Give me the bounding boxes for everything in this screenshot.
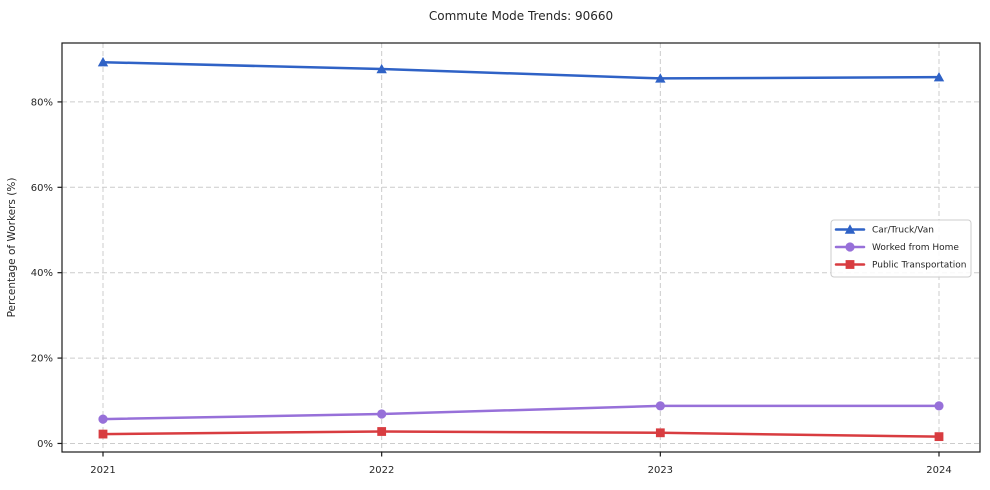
square-marker-public-transportation bbox=[98, 429, 108, 439]
circle-marker-worked-from-home bbox=[98, 414, 108, 424]
legend-item-car-truck-van: Car/Truck/Van bbox=[834, 224, 934, 236]
gridlines bbox=[62, 43, 980, 452]
square-marker-public-transportation bbox=[655, 428, 665, 438]
y-tick-label: 80% bbox=[31, 97, 53, 108]
legend-square-marker bbox=[845, 260, 855, 269]
series-line-car-truck-van bbox=[101, 60, 941, 80]
legend-label: Worked from Home bbox=[872, 243, 959, 253]
chart-title: Commute Mode Trends: 90660 bbox=[429, 9, 613, 23]
legend-circle-marker bbox=[845, 242, 855, 252]
legend-box bbox=[830, 219, 972, 278]
series-layer bbox=[97, 57, 945, 442]
square-marker-public-transportation bbox=[377, 427, 387, 436]
axis-ticks-and-labels: 0% 20% 40% 60% 80% 2021 2022 2023 2024 bbox=[31, 97, 952, 476]
x-tick-label: 2022 bbox=[369, 465, 394, 476]
square-marker-public-transportation bbox=[934, 432, 944, 442]
legend-item-worked-from-home: Worked from Home bbox=[834, 242, 959, 253]
triangle-marker-car-truck-van bbox=[97, 57, 109, 67]
y-tick-label: 20% bbox=[31, 354, 53, 365]
triangle-marker-car-truck-van bbox=[933, 71, 945, 82]
circle-marker-worked-from-home bbox=[377, 409, 387, 419]
y-tick-label: 0% bbox=[37, 439, 53, 450]
circle-marker-worked-from-home bbox=[934, 401, 944, 411]
y-tick-label: 60% bbox=[31, 183, 53, 194]
x-tick-label: 2021 bbox=[90, 465, 115, 476]
y-axis-label: Percentage of Workers (%) bbox=[6, 178, 18, 318]
y-tick-label: 40% bbox=[31, 268, 53, 279]
legend-label: Car/Truck/Van bbox=[872, 226, 934, 236]
legend-label: Public Transportation bbox=[872, 261, 966, 271]
x-tick-label: 2024 bbox=[926, 465, 951, 476]
circle-marker-worked-from-home bbox=[655, 401, 665, 411]
triangle-marker-car-truck-van bbox=[655, 73, 666, 83]
legend-triangle-marker bbox=[844, 224, 856, 234]
plot-border bbox=[61, 42, 981, 453]
triangle-marker-car-truck-van bbox=[376, 63, 387, 74]
series-line-public-transportation bbox=[101, 430, 941, 438]
legend: Car/Truck/Van Worked from Home Public Tran… bbox=[830, 219, 972, 278]
x-tick-label: 2023 bbox=[648, 465, 673, 476]
legend-item-public-transportation: Public Transportation bbox=[834, 260, 966, 271]
series-line-worked-from-home bbox=[101, 404, 941, 421]
